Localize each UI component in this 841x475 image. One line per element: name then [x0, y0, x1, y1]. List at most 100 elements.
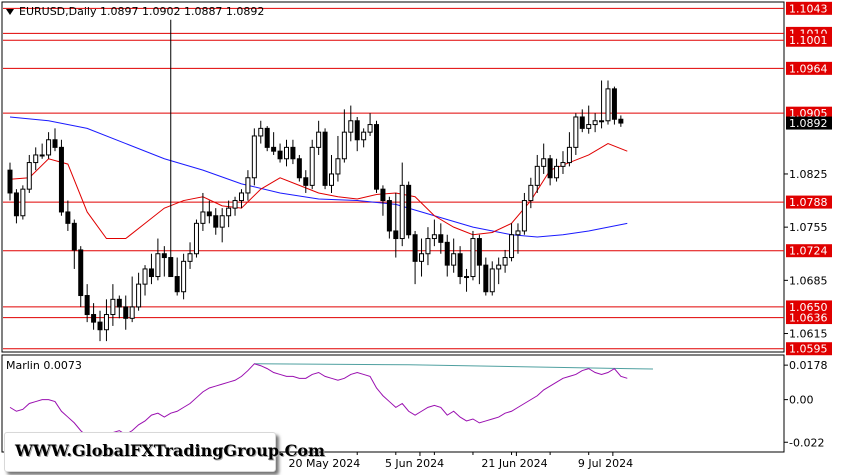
- bull-candle: [329, 173, 334, 186]
- bull-candle: [496, 264, 502, 270]
- bull-candle: [605, 88, 611, 122]
- bear-candle: [374, 124, 380, 190]
- bull-candle: [515, 230, 521, 236]
- bull-candle: [110, 298, 116, 316]
- bear-candle: [174, 276, 180, 293]
- bull-candle: [187, 253, 193, 262]
- bear-candle: [91, 314, 97, 323]
- time-tick-label: 9 Jul 2024: [578, 457, 633, 470]
- oscillator-tick-label: 0.0178: [789, 359, 828, 372]
- bear-candle: [277, 150, 283, 160]
- price-tick-label: 1.0615: [789, 328, 828, 341]
- bear-candle: [457, 253, 463, 278]
- level-price-label: 1.0724: [789, 245, 828, 258]
- bull-candle: [20, 188, 26, 217]
- watermark-text: WWW.GlobalFXTradingGroup.Com: [15, 441, 325, 460]
- bear-candle: [213, 215, 219, 228]
- bear-candle: [476, 238, 482, 266]
- level-price-label: 1.0595: [789, 343, 828, 356]
- bear-candle: [123, 306, 129, 319]
- bear-candle: [7, 169, 13, 194]
- bull-candle: [509, 234, 515, 259]
- oscillator: [9, 363, 654, 441]
- bull-candle: [341, 131, 347, 160]
- bear-candle: [579, 116, 585, 129]
- level-price-tag: [786, 33, 832, 47]
- bull-candle: [181, 260, 187, 293]
- time-tick-label: 21 Jun 2024: [481, 457, 547, 470]
- oscillator-reference-line: [254, 363, 654, 370]
- bear-candle: [65, 211, 71, 224]
- bear-candle: [393, 230, 399, 240]
- price-tick-label: 1.0685: [789, 274, 828, 287]
- current-price-tag: [786, 116, 832, 130]
- bull-candle: [361, 131, 367, 141]
- bull-candle: [232, 200, 238, 209]
- bull-candle: [425, 238, 431, 255]
- bull-candle: [238, 192, 244, 202]
- indicator-pane-border: [1, 354, 785, 453]
- bull-candle: [251, 135, 257, 179]
- bull-candle: [226, 207, 232, 217]
- bear-candle: [483, 264, 489, 293]
- bull-candle: [534, 165, 540, 186]
- bear-candle: [412, 234, 418, 262]
- bull-candle: [155, 253, 161, 278]
- level-price-tag: [786, 1, 832, 15]
- bull-candle: [560, 162, 566, 167]
- bull-candle: [489, 268, 495, 293]
- bear-candle: [444, 241, 450, 266]
- level-price-label: 1.0650: [789, 301, 828, 314]
- price-tick-label: 1.0825: [789, 168, 828, 181]
- indicator-label: Marlin 0.0073: [6, 359, 82, 372]
- bull-candle: [39, 154, 45, 157]
- level-price-label: 1.1043: [789, 2, 828, 15]
- bull-candle: [573, 116, 579, 148]
- bull-candle: [554, 165, 560, 179]
- level-price-tag: [786, 61, 832, 75]
- collapse-triangle-icon[interactable]: [6, 9, 14, 15]
- bull-candle: [142, 268, 148, 285]
- bull-candle: [586, 124, 592, 129]
- watermark: WWW.GlobalFXTradingGroup.Com: [4, 432, 325, 472]
- bull-candle: [26, 162, 32, 190]
- bear-candle: [380, 188, 386, 202]
- bull-candle: [541, 158, 547, 167]
- bull-candle: [103, 314, 109, 331]
- bear-candle: [354, 120, 360, 141]
- time-tick-label: 20 May 2024: [289, 457, 361, 470]
- bull-candle: [219, 215, 225, 228]
- bull-candle: [566, 146, 572, 164]
- bull-candle: [200, 211, 206, 224]
- symbol-line: EURUSD,Daily 1.0897 1.0902 1.0887 1.0892: [19, 5, 265, 18]
- bull-candle: [419, 253, 425, 262]
- bear-candle: [406, 184, 412, 236]
- oscillator-line: [9, 363, 628, 441]
- bull-candle: [129, 306, 135, 319]
- oscillator-tick-label: -0.022: [789, 436, 824, 449]
- bull-candle: [451, 253, 457, 266]
- main-pane-border: [1, 1, 785, 353]
- bull-candle: [245, 177, 251, 194]
- bull-candle: [470, 238, 476, 278]
- bear-candle: [271, 146, 277, 152]
- bear-candle: [58, 146, 64, 213]
- slow-moving-average: [9, 116, 628, 238]
- bull-candle: [316, 131, 322, 148]
- bear-candle: [97, 321, 103, 331]
- bear-candle: [438, 234, 444, 243]
- oscillator-axis: 0.0178 0.00 -0.022: [784, 359, 828, 449]
- bull-candle: [521, 200, 527, 232]
- bull-candle: [399, 184, 405, 240]
- bull-candle: [599, 120, 605, 123]
- level-price-tag: [786, 195, 832, 209]
- bear-candle: [116, 298, 122, 308]
- bull-candle: [193, 222, 199, 255]
- fast-moving-average: [9, 143, 628, 240]
- level-price-tag: [786, 342, 832, 356]
- price-axis: 1.06151.06851.07551.08251.10431.10101.10…: [784, 1, 832, 356]
- level-price-tag: [786, 106, 832, 120]
- bull-candle: [46, 139, 52, 156]
- bull-candle: [464, 276, 470, 279]
- price-tick-label: 1.0755: [789, 221, 828, 234]
